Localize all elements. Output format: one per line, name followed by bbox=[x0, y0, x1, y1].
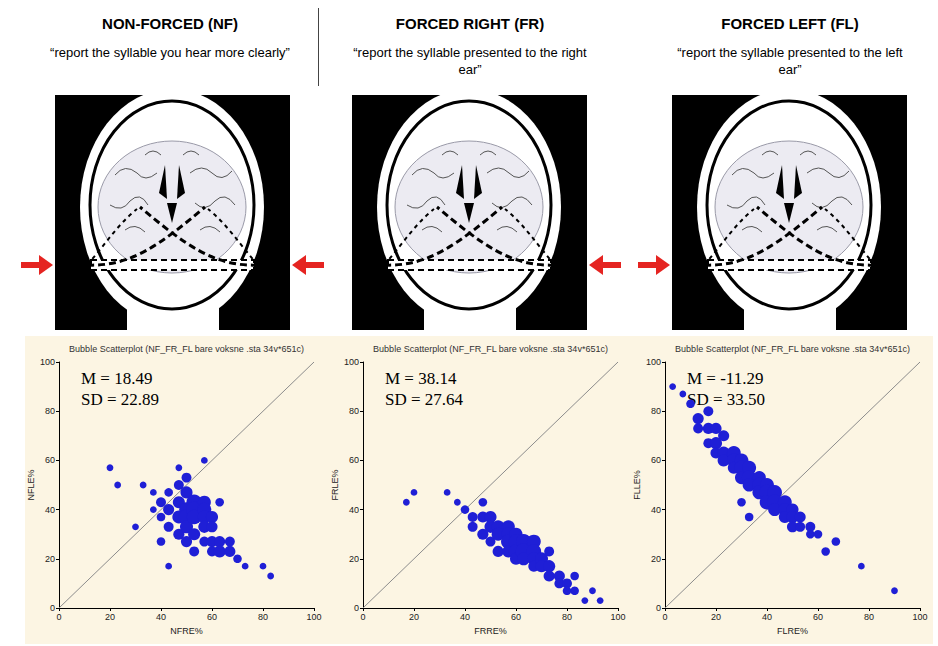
html-text:“report the syllable you hear: “report the syllable you hear more clear… bbox=[50, 45, 290, 60]
svg-text:0: 0 bbox=[662, 612, 667, 622]
svg-text:40: 40 bbox=[651, 505, 661, 515]
svg-text:80: 80 bbox=[562, 612, 572, 622]
svg-text:20: 20 bbox=[349, 554, 359, 564]
svg-text:0: 0 bbox=[354, 603, 359, 613]
svg-text:SD = 33.50: SD = 33.50 bbox=[687, 390, 765, 409]
svg-text:SD = 22.89: SD = 22.89 bbox=[81, 390, 159, 409]
svg-text:60: 60 bbox=[813, 612, 823, 622]
html-text:FORCED RIGHT (FR): FORCED RIGHT (FR) bbox=[395, 15, 545, 32]
svg-text:100: 100 bbox=[646, 357, 661, 367]
svg-text:60: 60 bbox=[349, 455, 359, 465]
svg-text:80: 80 bbox=[45, 406, 55, 416]
svg-text:FLRE%: FLRE% bbox=[777, 626, 808, 636]
svg-text:80: 80 bbox=[349, 406, 359, 416]
svg-text:FRRE%: FRRE% bbox=[474, 626, 507, 636]
svg-text:20: 20 bbox=[651, 554, 661, 564]
svg-text:100: 100 bbox=[912, 612, 927, 622]
svg-text:Bubble Scatterplot (NF_FR_FL b: Bubble Scatterplot (NF_FR_FL bare voksne… bbox=[373, 344, 608, 354]
svg-text:40: 40 bbox=[156, 612, 166, 622]
svg-text:100: 100 bbox=[306, 612, 321, 622]
svg-text:20: 20 bbox=[45, 554, 55, 564]
svg-text:20: 20 bbox=[711, 612, 721, 622]
svg-text:M = 38.14: M = 38.14 bbox=[385, 369, 457, 388]
svg-text:Bubble Scatterplot (NF_FR_FL b: Bubble Scatterplot (NF_FR_FL bare voksne… bbox=[675, 344, 910, 354]
svg-text:M = -11.29: M = -11.29 bbox=[687, 369, 763, 388]
html-text:“report the syllable presented: “report the syllable presented to the ri… bbox=[353, 45, 587, 77]
svg-text:20: 20 bbox=[409, 612, 419, 622]
svg-text:0: 0 bbox=[360, 612, 365, 622]
svg-text:M = 18.49: M = 18.49 bbox=[81, 369, 152, 388]
svg-text:SD = 27.64: SD = 27.64 bbox=[385, 390, 464, 409]
svg-text:40: 40 bbox=[460, 612, 470, 622]
svg-text:40: 40 bbox=[762, 612, 772, 622]
svg-text:40: 40 bbox=[349, 505, 359, 515]
svg-text:0: 0 bbox=[56, 612, 61, 622]
svg-text:0: 0 bbox=[50, 603, 55, 613]
svg-text:20: 20 bbox=[105, 612, 115, 622]
svg-text:60: 60 bbox=[207, 612, 217, 622]
svg-text:60: 60 bbox=[651, 455, 661, 465]
svg-text:NFLE%: NFLE% bbox=[26, 469, 36, 500]
svg-text:0: 0 bbox=[656, 603, 661, 613]
svg-text:Bubble Scatterplot (NF_FR_FL b: Bubble Scatterplot (NF_FR_FL bare voksne… bbox=[69, 344, 304, 354]
svg-text:60: 60 bbox=[511, 612, 521, 622]
svg-text:80: 80 bbox=[258, 612, 268, 622]
svg-text:100: 100 bbox=[344, 357, 359, 367]
svg-text:FLLE%: FLLE% bbox=[632, 470, 642, 500]
svg-text:NFRE%: NFRE% bbox=[170, 626, 203, 636]
svg-text:100: 100 bbox=[610, 612, 625, 622]
svg-text:40: 40 bbox=[45, 505, 55, 515]
html-text:“report the syllable presented: “report the syllable presented to the le… bbox=[677, 45, 903, 77]
svg-text:60: 60 bbox=[45, 455, 55, 465]
html-text:NON-FORCED (NF): NON-FORCED (NF) bbox=[102, 15, 238, 32]
svg-text:FRLE%: FRLE% bbox=[330, 469, 340, 500]
svg-text:100: 100 bbox=[40, 357, 55, 367]
svg-text:80: 80 bbox=[651, 406, 661, 416]
html-text:FORCED LEFT (FL): FORCED LEFT (FL) bbox=[721, 15, 859, 32]
svg-text:80: 80 bbox=[864, 612, 874, 622]
